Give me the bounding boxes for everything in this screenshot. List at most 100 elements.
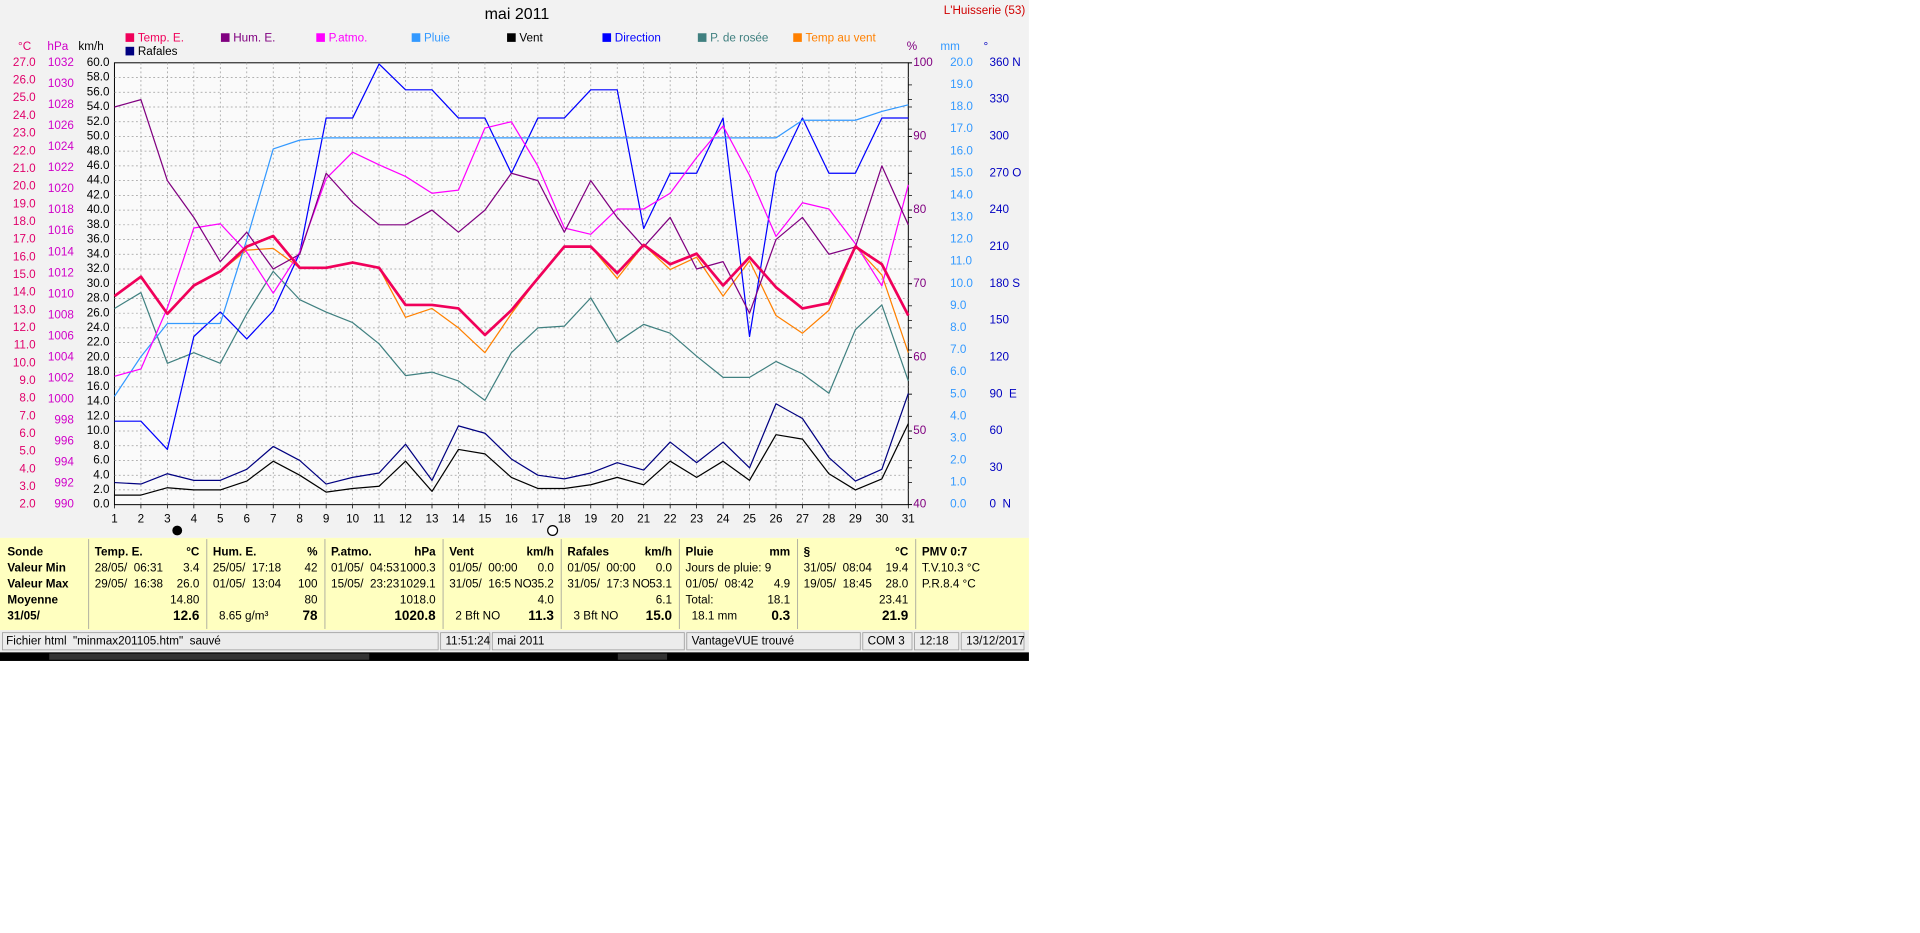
full-moon-icon	[547, 524, 559, 537]
y-tick-label: 54.0	[87, 100, 110, 113]
y-tick-label: 2.0	[950, 454, 967, 467]
y-tick-label: 19.0	[13, 197, 36, 210]
series-line	[114, 270, 909, 401]
cell-text: 01/05/ 13:04	[213, 578, 282, 591]
y-tick-label: 16.0	[950, 144, 973, 157]
y-tick-label: 1010	[48, 287, 75, 300]
series-line	[114, 393, 909, 485]
cell-text: 3 Bft NO	[574, 610, 619, 623]
x-tick-label: 30	[875, 513, 889, 526]
y-tick-label: 22.0	[87, 336, 110, 349]
cell-value: 6.1	[656, 594, 672, 607]
x-tick-label: 5	[217, 513, 224, 526]
cell-value: 1000.3	[400, 562, 436, 575]
y-tick-label: 23.0	[13, 127, 36, 140]
status-text: 11:51:24	[446, 634, 491, 647]
y-tick-label: 36.0	[87, 233, 110, 246]
y-tick-label: 270 O	[990, 166, 1022, 179]
cell-text: 19/05/ 18:45	[804, 578, 873, 591]
x-tick-label: 14	[452, 513, 466, 526]
y-tick-label: 1014	[48, 245, 75, 258]
y-tick-label: 10.0	[87, 424, 110, 437]
y-tick-label: 11.0	[14, 339, 36, 352]
x-tick-label: 31	[902, 513, 915, 526]
y-axis-unit: hPa	[47, 40, 68, 53]
y-tick-label: 5.0	[19, 445, 36, 458]
cell-value: 4.9	[774, 578, 790, 591]
cell-text: 01/05/ 00:00	[567, 562, 636, 575]
status-cell	[914, 632, 960, 651]
y-tick-label: 13.0	[13, 303, 36, 316]
x-tick-label: 15	[478, 513, 492, 526]
y-tick-label: 20.0	[950, 56, 973, 69]
cell-value: 0.3	[771, 608, 790, 623]
y-tick-label: 998	[54, 414, 74, 427]
y-tick-label: 4.0	[19, 462, 36, 475]
x-tick-label: 9	[323, 513, 330, 526]
y-tick-label: 10.0	[950, 277, 973, 290]
y-tick-label: 10.0	[13, 356, 36, 369]
y-tick-label: 3.0	[950, 431, 967, 444]
x-tick-label: 17	[531, 513, 544, 526]
y-tick-label: 50	[913, 424, 927, 437]
y-tick-label: 994	[54, 456, 74, 469]
x-tick-label: 26	[769, 513, 782, 526]
row-label: Valeur Max	[7, 578, 69, 591]
y-tick-label: 7.0	[950, 343, 967, 356]
y-tick-label: 30.0	[87, 277, 110, 290]
status-cell	[960, 632, 1025, 651]
y-tick-label: 14.0	[13, 286, 36, 299]
y-tick-label: 1028	[48, 98, 74, 111]
legend-swatch	[411, 33, 421, 42]
y-tick-label: 90 E	[990, 387, 1017, 400]
y-tick-label: 19.0	[950, 78, 973, 91]
y-tick-label: 52.0	[87, 115, 110, 128]
y-axis-unit: km/h	[78, 40, 103, 53]
cell-value: 12.6	[173, 608, 200, 623]
cell-value: 21.9	[882, 608, 909, 623]
y-tick-label: 100	[913, 56, 933, 69]
y-tick-label: 8.0	[93, 439, 110, 452]
y-tick-label: 17.0	[13, 233, 36, 246]
row-label: Valeur Min	[7, 562, 65, 575]
x-tick-label: 12	[399, 513, 412, 526]
y-axis-unit: °C	[18, 40, 31, 53]
cell-value: 26.0	[177, 578, 200, 591]
y-tick-label: 21.0	[13, 162, 36, 175]
taskbar-item	[49, 653, 370, 660]
y-tick-label: 14.0	[950, 188, 973, 201]
cell-text: T.V.10.3 °C	[922, 562, 980, 575]
column-title: Vent	[449, 546, 474, 559]
x-tick-label: 27	[796, 513, 809, 526]
chart-title: mai 2011	[485, 6, 550, 23]
y-tick-label: 18.0	[87, 365, 110, 378]
y-tick-label: 40.0	[87, 203, 110, 216]
y-tick-label: 6.0	[19, 427, 36, 440]
column-title: Pluie	[686, 546, 714, 559]
y-tick-label: 2.0	[19, 498, 36, 511]
y-tick-label: 7.0	[19, 409, 36, 422]
x-tick-label: 2	[138, 513, 145, 526]
y-tick-label: 25.0	[13, 91, 36, 104]
status-bar	[0, 630, 1029, 653]
x-tick-label: 6	[244, 513, 251, 526]
y-tick-label: 9.0	[19, 374, 36, 387]
status-text: mai 2011	[497, 634, 544, 647]
x-tick-label: 11	[373, 513, 385, 526]
y-tick-label: 17.0	[950, 122, 973, 135]
cell-value: 42	[305, 562, 318, 575]
x-tick-label: 25	[743, 513, 757, 526]
y-tick-label: 4.0	[93, 468, 110, 481]
legend-label: Direction	[615, 31, 661, 44]
taskbar-strip	[0, 652, 1029, 661]
cell-value: 18.1	[767, 594, 790, 607]
column-unit: hPa	[414, 546, 436, 559]
status-text: COM 3	[868, 634, 905, 647]
legend-label: P. de rosée	[710, 31, 768, 44]
x-tick-label: 22	[664, 513, 677, 526]
x-tick-label: 29	[849, 513, 862, 526]
y-tick-label: 34.0	[87, 247, 110, 260]
cell-value: 78	[302, 608, 318, 623]
